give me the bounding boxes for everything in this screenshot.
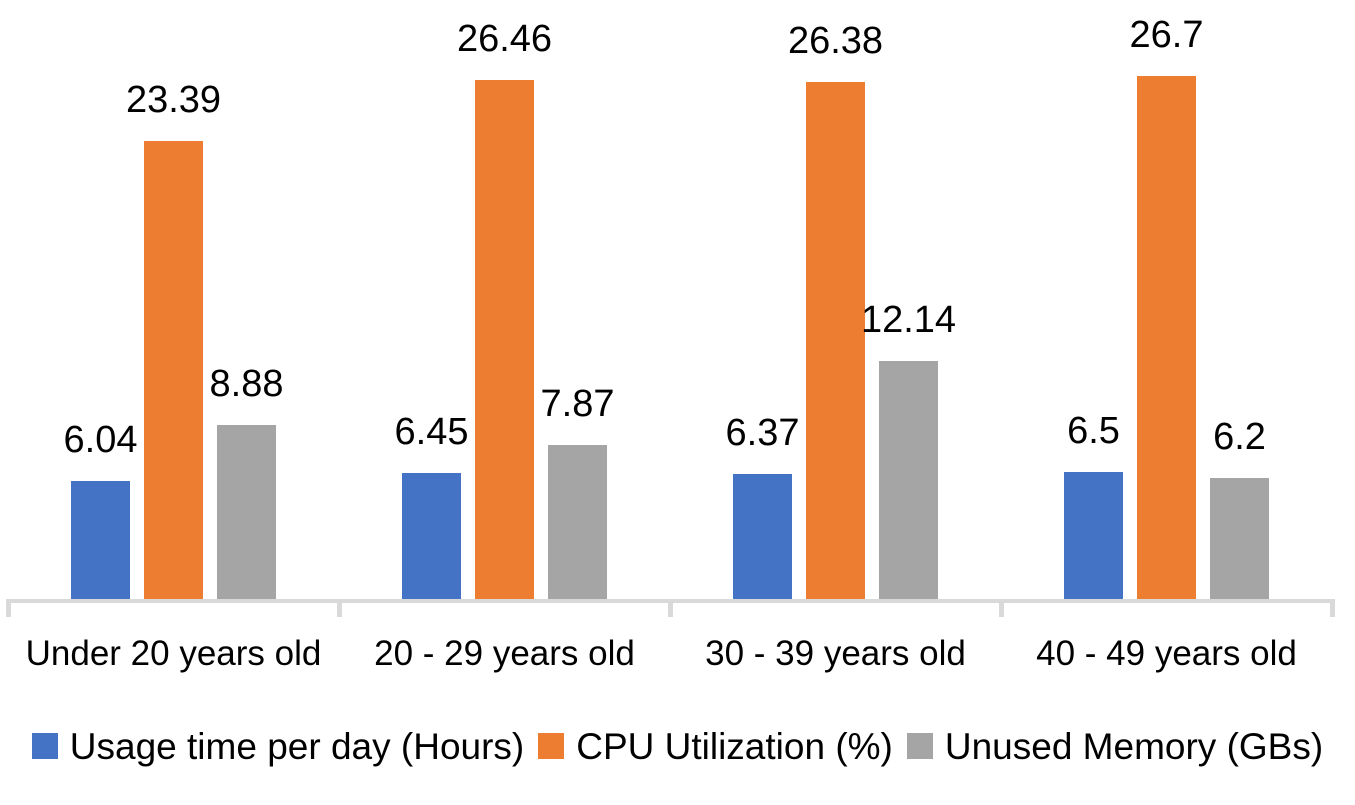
bar-series1-cat4: 6.5 bbox=[1064, 412, 1123, 599]
legend-item-usage-time: Usage time per day (Hours) bbox=[31, 725, 525, 767]
axis-tick bbox=[998, 599, 1004, 617]
bar-value-label: 6.5 bbox=[1067, 409, 1120, 452]
bar-value-label: 7.87 bbox=[540, 382, 615, 425]
legend-label-cpu-utilization: CPU Utilization (%) bbox=[576, 725, 893, 767]
category-label-20-29: 20 - 29 years old bbox=[374, 634, 635, 673]
legend-item-unused-memory: Unused Memory (GBs) bbox=[906, 725, 1324, 767]
category-label-40-49: 40 - 49 years old bbox=[1036, 634, 1297, 673]
bar-value-label: 6.45 bbox=[394, 410, 469, 453]
bar-series3-cat1: 8.88 bbox=[210, 365, 283, 599]
legend-swatch-usage-time-icon bbox=[31, 733, 58, 759]
legend-swatch-cpu-utilization-icon bbox=[538, 733, 565, 759]
bar-value-label: 23.39 bbox=[125, 78, 222, 121]
bar-series1-cat2: 6.45 bbox=[395, 413, 468, 599]
bar-series2-cat1: 23.39 bbox=[126, 81, 221, 599]
category-label-under-20: Under 20 years old bbox=[25, 634, 322, 673]
plot-area: 6.04 23.39 8.88 6.45 26.46 7.87 6.37 26.38 12.14… bbox=[8, 11, 1332, 599]
legend-label-usage-time: Usage time per day (Hours) bbox=[69, 725, 525, 767]
bar-series3-cat3: 12.14 bbox=[861, 301, 956, 599]
bar-value-label: 6.37 bbox=[725, 412, 800, 455]
legend-swatch-unused-memory-icon bbox=[906, 733, 933, 759]
axis-tick bbox=[5, 599, 11, 617]
bar-value-label: 6.2 bbox=[1213, 415, 1266, 458]
bar-series1-cat3: 6.37 bbox=[726, 414, 799, 599]
axis-tick bbox=[336, 599, 342, 617]
axis-tick bbox=[1329, 599, 1335, 617]
axis-tick bbox=[667, 599, 673, 617]
category-label-30-39: 30 - 39 years old bbox=[705, 634, 966, 673]
bar-series2-cat3: 26.38 bbox=[788, 22, 883, 599]
bar-series3-cat4: 6.2 bbox=[1210, 418, 1269, 599]
legend-label-unused-memory: Unused Memory (GBs) bbox=[944, 725, 1324, 767]
bar-series2-cat2: 26.46 bbox=[457, 20, 552, 599]
bar-value-label: 26.38 bbox=[787, 20, 884, 62]
bar-value-label: 8.88 bbox=[209, 363, 284, 405]
legend: Usage time per day (Hours) CPU Utilizati… bbox=[0, 726, 1355, 766]
bar-value-label: 26.46 bbox=[456, 18, 553, 61]
bar-value-label: 6.04 bbox=[63, 418, 138, 461]
bar-series1-cat1: 6.04 bbox=[64, 421, 137, 599]
bar-value-label: 12.14 bbox=[860, 299, 957, 342]
bar-series3-cat2: 7.87 bbox=[541, 385, 614, 599]
bar-value-label: 26.7 bbox=[1129, 13, 1204, 56]
bar-series2-cat4: 26.7 bbox=[1130, 16, 1203, 599]
legend-item-cpu-utilization: CPU Utilization (%) bbox=[538, 728, 893, 765]
